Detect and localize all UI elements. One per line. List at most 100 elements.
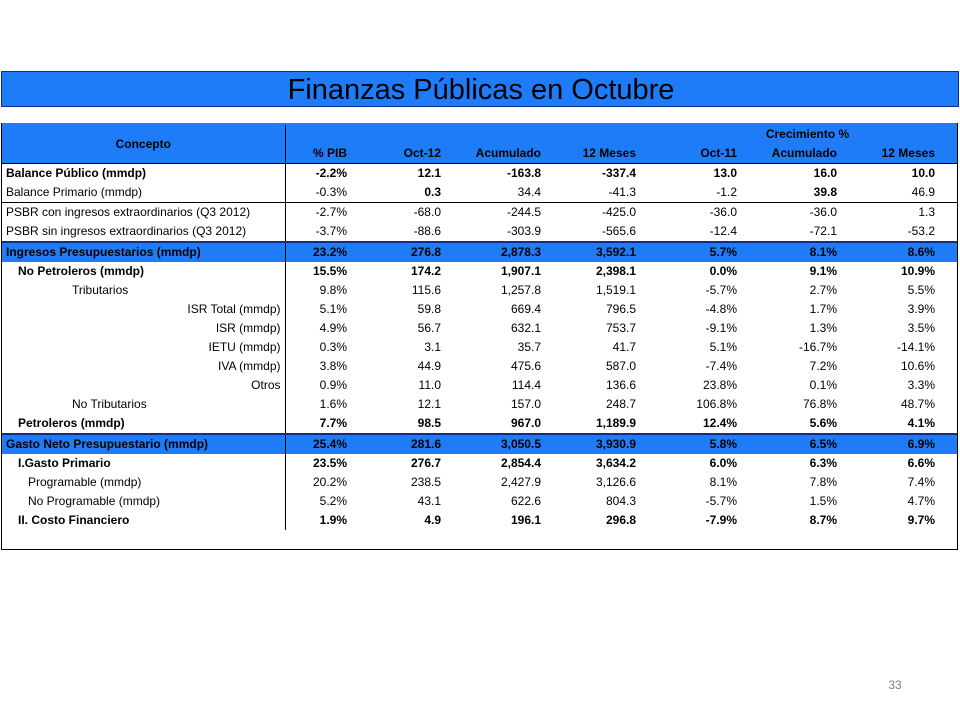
cell: 13.0 [658,163,759,183]
cell: 1,189.9 [595,416,636,430]
col-header: Acumulado [759,144,859,164]
cell: 4.7% [907,494,935,508]
cell: -41.3 [608,185,636,199]
table-row: No Tributarios 1.6% 12.1 157.0 248.7 106.8% 7… [2,395,957,414]
cell: 9.1% [809,264,837,278]
table-row: Programable (mmdp) 20.2% 238.5 2,427.9 3,12… [2,473,957,492]
cell: 3,592.1 [563,241,658,262]
row-label: ISR (mmdp) [2,319,286,338]
cell: -72.1 [809,224,837,238]
cell: 632.1 [510,321,541,335]
cell: 106.8% [696,397,737,411]
row-label: Ingresos Presupuestarios (mmdp) [2,241,286,262]
cell: 1.5% [809,494,837,508]
header-row-1: Concepto Crecimiento % [2,125,957,164]
table-row: PSBR sin ingresos extraordinarios (Q3 20… [2,222,957,242]
cell: 1.7% [809,302,837,316]
cell: -88.6 [413,224,441,238]
cell: 804.3 [605,494,636,508]
cell: 6.9% [859,433,957,454]
cell: 281.6 [369,433,463,454]
cell: 587.0 [605,359,636,373]
row-label: No Programable (mmdp) [2,492,286,511]
table-row-highlight: Ingresos Presupuestarios (mmdp) 23.2% 276… [2,241,957,262]
cell: 10.6% [900,359,935,373]
table-row: ISR (mmdp) 4.9% 56.7 632.1 753.7 -9.1% 1.3% 3.… [2,319,957,338]
cell: -163.8 [463,163,563,183]
cell: -2.7% [285,202,369,222]
cell: 34.4 [517,185,541,199]
cell: 3,634.2 [595,456,636,470]
row-label: No Tributarios [2,395,286,414]
cell: 3,126.6 [595,475,636,489]
cell: 23.5% [312,456,347,470]
cell: 3.5% [907,321,935,335]
cell: 35.7 [517,340,541,354]
cell: 3,930.9 [563,433,658,454]
table-row-highlight: Gasto Neto Presupuestario (mmdp) 25.4% 28… [2,433,957,454]
cell: 15.5% [312,264,347,278]
cell: 296.8 [605,513,636,527]
cell: 115.6 [411,283,441,297]
cell: 1.9% [319,513,347,527]
cell: -36.0 [658,202,759,222]
table-row: IETU (mmdp) 0.3% 3.1 35.7 41.7 5.1% -16.7% -14… [2,338,957,357]
cell: 276.8 [369,241,463,262]
cell: 4.9% [319,321,347,335]
cell: 8.6% [859,241,957,262]
cell: 8.1% [759,241,859,262]
cell: 76.8% [802,397,837,411]
row-label: Gasto Neto Presupuestario (mmdp) [2,433,286,454]
finance-table: Concepto Crecimiento % % PIB Oct-12 Acum… [2,125,957,530]
cell: 7.2% [809,359,837,373]
cell: 25.4% [285,433,369,454]
cell: 1,519.1 [595,283,636,297]
cell: 622.6 [510,494,541,508]
cell: 5.8% [658,433,759,454]
cell: 9.7% [907,513,935,527]
cell: -244.5 [463,202,563,222]
cell: 5.1% [709,340,737,354]
table-row: No Programable (mmdp) 5.2% 43.1 622.6 804.3… [2,492,957,511]
cell: 43.1 [417,494,441,508]
row-label: Otros [2,376,286,395]
cell: 2,854.4 [500,456,541,470]
cell: -303.9 [506,224,541,238]
table-row: Petroleros (mmdp) 7.7% 98.5 967.0 1,189.9 12… [2,414,957,434]
table-row: ISR Total (mmdp) 5.1% 59.8 669.4 796.5 -4.8%… [2,300,957,319]
cell: 8.1% [709,475,737,489]
row-label: Tributarios [2,281,286,300]
table-row: Tributarios 9.8% 115.6 1,257.8 1,519.1 -5.7%… [2,281,957,300]
cell: 3.3% [907,378,935,392]
col-header: 12 Meses [859,144,957,164]
cell: 1,257.8 [500,283,541,297]
cell: 1.6% [319,397,347,411]
cell: -337.4 [563,163,658,183]
cell: 967.0 [510,416,541,430]
cell: 4.1% [907,416,935,430]
cell: 276.7 [410,456,441,470]
cell: -5.7% [705,494,737,508]
cell: -4.8% [705,302,737,316]
cell: 10.9% [900,264,935,278]
col-header: Oct-12 [369,144,463,164]
cell: 6.6% [907,456,935,470]
cell: 7.4% [907,475,935,489]
row-label: I.Gasto Primario [2,454,286,473]
cell: 1,907.1 [500,264,541,278]
cell: -2.2% [285,163,369,183]
row-label: IVA (mmdp) [2,357,286,376]
cell: 12.1 [417,397,441,411]
col-header: Acumulado [463,144,563,164]
cell: -3.7% [315,224,347,238]
page-number: 33 [888,678,902,692]
cell: 238.5 [410,475,441,489]
cell: 196.1 [510,513,541,527]
title-bar: Finanzas Públicas en Octubre [1,71,959,107]
cell: 56.7 [417,321,441,335]
cell: 20.2% [312,475,347,489]
cell: 796.5 [605,302,636,316]
cell: 5.5% [907,283,935,297]
cell: 59.8 [417,302,441,316]
cell: 2.7% [809,283,837,297]
